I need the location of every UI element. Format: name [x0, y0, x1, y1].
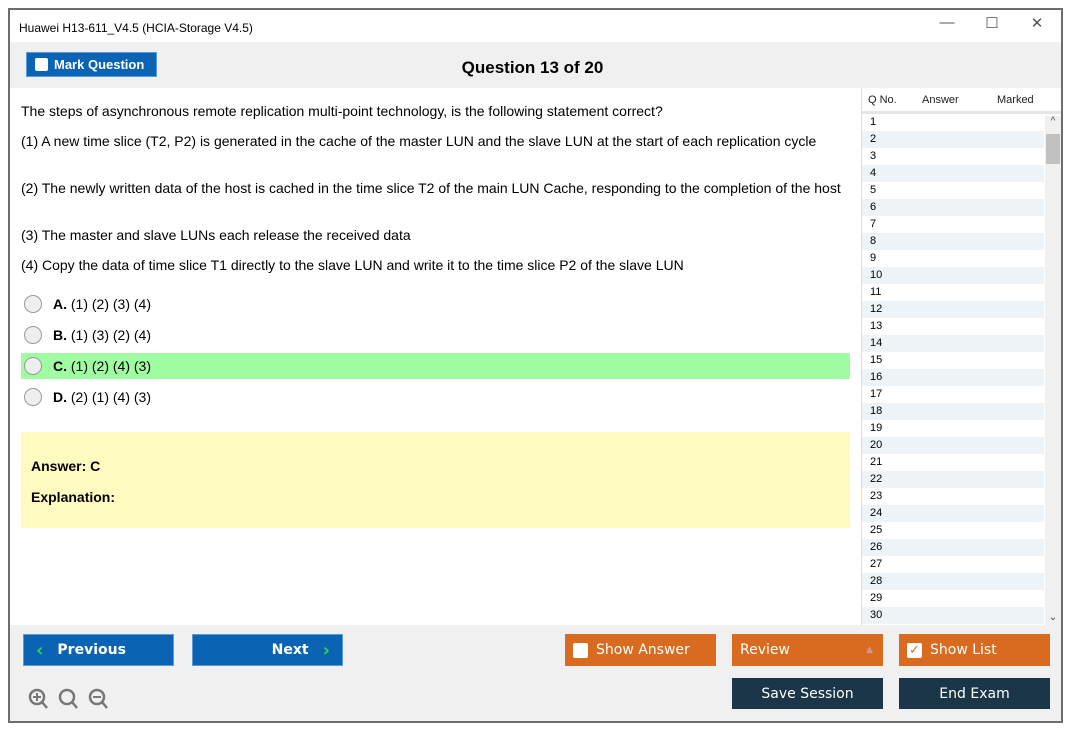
option-letter: B.: [53, 327, 67, 343]
list-item[interactable]: 12: [862, 301, 1044, 318]
scroll-down-icon[interactable]: ⌄: [1048, 612, 1058, 623]
list-item[interactable]: 5: [870, 184, 877, 196]
statement-2: (2) The newly written data of the host i…: [21, 180, 841, 196]
scroll-up-icon[interactable]: ^: [1050, 116, 1056, 127]
title-bar: Huawei H13-611_V4.5 (HCIA-Storage V4.5) …: [10, 10, 1061, 42]
list-item[interactable]: 29: [870, 592, 883, 604]
list-item[interactable]: 30: [862, 607, 1044, 624]
save-session-button[interactable]: Save Session: [732, 678, 883, 709]
list-item[interactable]: 22: [862, 471, 1044, 488]
close-button[interactable]: ✕: [1030, 15, 1044, 32]
list-item[interactable]: 13: [870, 320, 883, 332]
maximize-button[interactable]: ☐: [985, 15, 999, 32]
list-item[interactable]: 11: [870, 286, 882, 298]
list-item[interactable]: 15: [870, 354, 883, 366]
review-label: Review: [740, 642, 790, 658]
list-item[interactable]: 21: [870, 456, 883, 468]
list-item[interactable]: 23: [870, 490, 883, 502]
list-item[interactable]: 19: [870, 422, 883, 434]
list-item[interactable]: 9: [870, 252, 877, 264]
option-letter: A.: [53, 296, 67, 312]
list-item[interactable]: 24: [862, 505, 1044, 522]
list-item[interactable]: 10: [862, 267, 1044, 284]
checkbox-checked-icon[interactable]: ✓: [907, 642, 922, 658]
zoom-controls: [28, 688, 108, 709]
app-window: Huawei H13-611_V4.5 (HCIA-Storage V4.5) …: [8, 8, 1063, 723]
scroll-thumb[interactable]: [1046, 134, 1060, 164]
caret-up-icon: ▲: [866, 645, 873, 655]
list-header: Q No. Answer Marked: [862, 88, 1061, 114]
statement-3: (3) The master and slave LUNs each relea…: [21, 227, 411, 243]
list-item[interactable]: 17: [870, 388, 883, 400]
option-d[interactable]: D. (2) (1) (4) (3): [21, 384, 850, 410]
list-item[interactable]: 20: [862, 437, 1044, 454]
chevron-left-icon: ‹: [36, 639, 44, 661]
checkbox-icon: [35, 58, 48, 71]
radio-icon[interactable]: [24, 388, 42, 406]
next-label: Next: [271, 642, 309, 658]
option-letter: D.: [53, 389, 67, 405]
list-rows: 1 2 3 4 5 6 7 8 9 10 11 12 13 14 15 16 17 18 19 20 21 22 23 24 2…: [862, 114, 1061, 624]
option-text: (1) (2) (3) (4): [70, 296, 152, 312]
question-list: Q No. Answer Marked 1 2 3 4 5 6 7 8 9 10 11 12 13 14 1…: [861, 88, 1061, 625]
radio-icon[interactable]: [24, 295, 42, 313]
zoom-in-icon[interactable]: [28, 688, 48, 709]
list-item[interactable]: 8: [862, 233, 1044, 250]
statement-4: (4) Copy the data of time slice T1 direc…: [21, 257, 684, 273]
next-button[interactable]: Next ›: [192, 634, 343, 666]
option-c[interactable]: C. (1) (2) (4) (3): [21, 353, 850, 379]
show-list-button[interactable]: ✓ Show List: [899, 634, 1050, 666]
option-text: (1) (2) (4) (3): [70, 358, 152, 374]
option-letter: C.: [53, 358, 67, 374]
explanation-label: Explanation:: [31, 489, 116, 505]
radio-icon[interactable]: [24, 357, 42, 375]
option-b[interactable]: B. (1) (3) (2) (4): [21, 322, 850, 348]
col-marked: Marked: [997, 94, 1034, 106]
statement-1: (1) A new time slice (T2, P2) is generat…: [21, 133, 817, 149]
scrollbar[interactable]: ^ ⌄: [1045, 116, 1061, 625]
previous-button[interactable]: ‹ Previous: [23, 634, 174, 666]
mark-question-button[interactable]: Mark Question: [26, 52, 157, 77]
show-answer-button[interactable]: Show Answer: [565, 634, 716, 666]
question-panel: The steps of asynchronous remote replica…: [10, 88, 861, 625]
list-item[interactable]: 14: [862, 335, 1044, 352]
answer-text: Answer: C: [31, 458, 101, 474]
list-item[interactable]: 1: [870, 116, 877, 128]
header: Mark Question Question 13 of 20: [10, 42, 1061, 88]
window-title: Huawei H13-611_V4.5 (HCIA-Storage V4.5): [19, 21, 253, 35]
mark-question-label: Mark Question: [54, 57, 145, 72]
option-text: (2) (1) (4) (3): [70, 389, 152, 405]
list-item[interactable]: 16: [862, 369, 1044, 386]
zoom-out-icon[interactable]: [88, 688, 108, 709]
col-qno: Q No.: [868, 94, 897, 106]
question-stem: The steps of asynchronous remote replica…: [21, 103, 663, 119]
list-item[interactable]: 18: [862, 403, 1044, 420]
list-item[interactable]: 25: [870, 524, 883, 536]
show-list-label: Show List: [930, 642, 997, 658]
review-dropdown[interactable]: Review ▲: [732, 634, 883, 666]
list-item[interactable]: 7: [870, 218, 877, 230]
question-title: Question 13 of 20: [461, 58, 604, 77]
show-answer-label: Show Answer: [596, 642, 690, 658]
list-item[interactable]: 28: [862, 573, 1044, 590]
previous-label: Previous: [57, 642, 126, 658]
list-item[interactable]: 4: [862, 165, 1044, 182]
minimize-button[interactable]: —: [939, 14, 955, 31]
list-item[interactable]: 27: [870, 558, 883, 570]
option-text: (1) (3) (2) (4): [70, 327, 152, 343]
col-answer: Answer: [922, 94, 959, 106]
list-item[interactable]: 26: [862, 539, 1044, 556]
end-exam-button[interactable]: End Exam: [899, 678, 1050, 709]
list-item[interactable]: 2: [862, 131, 1044, 148]
chevron-right-icon: ›: [322, 639, 330, 661]
checkbox-icon[interactable]: [573, 642, 588, 658]
list-item[interactable]: 6: [862, 199, 1044, 216]
answer-box: Answer: C Explanation:: [21, 432, 850, 528]
option-a[interactable]: A. (1) (2) (3) (4): [21, 291, 850, 317]
zoom-reset-icon[interactable]: [58, 688, 78, 709]
radio-icon[interactable]: [24, 326, 42, 344]
list-item[interactable]: 3: [870, 150, 877, 162]
